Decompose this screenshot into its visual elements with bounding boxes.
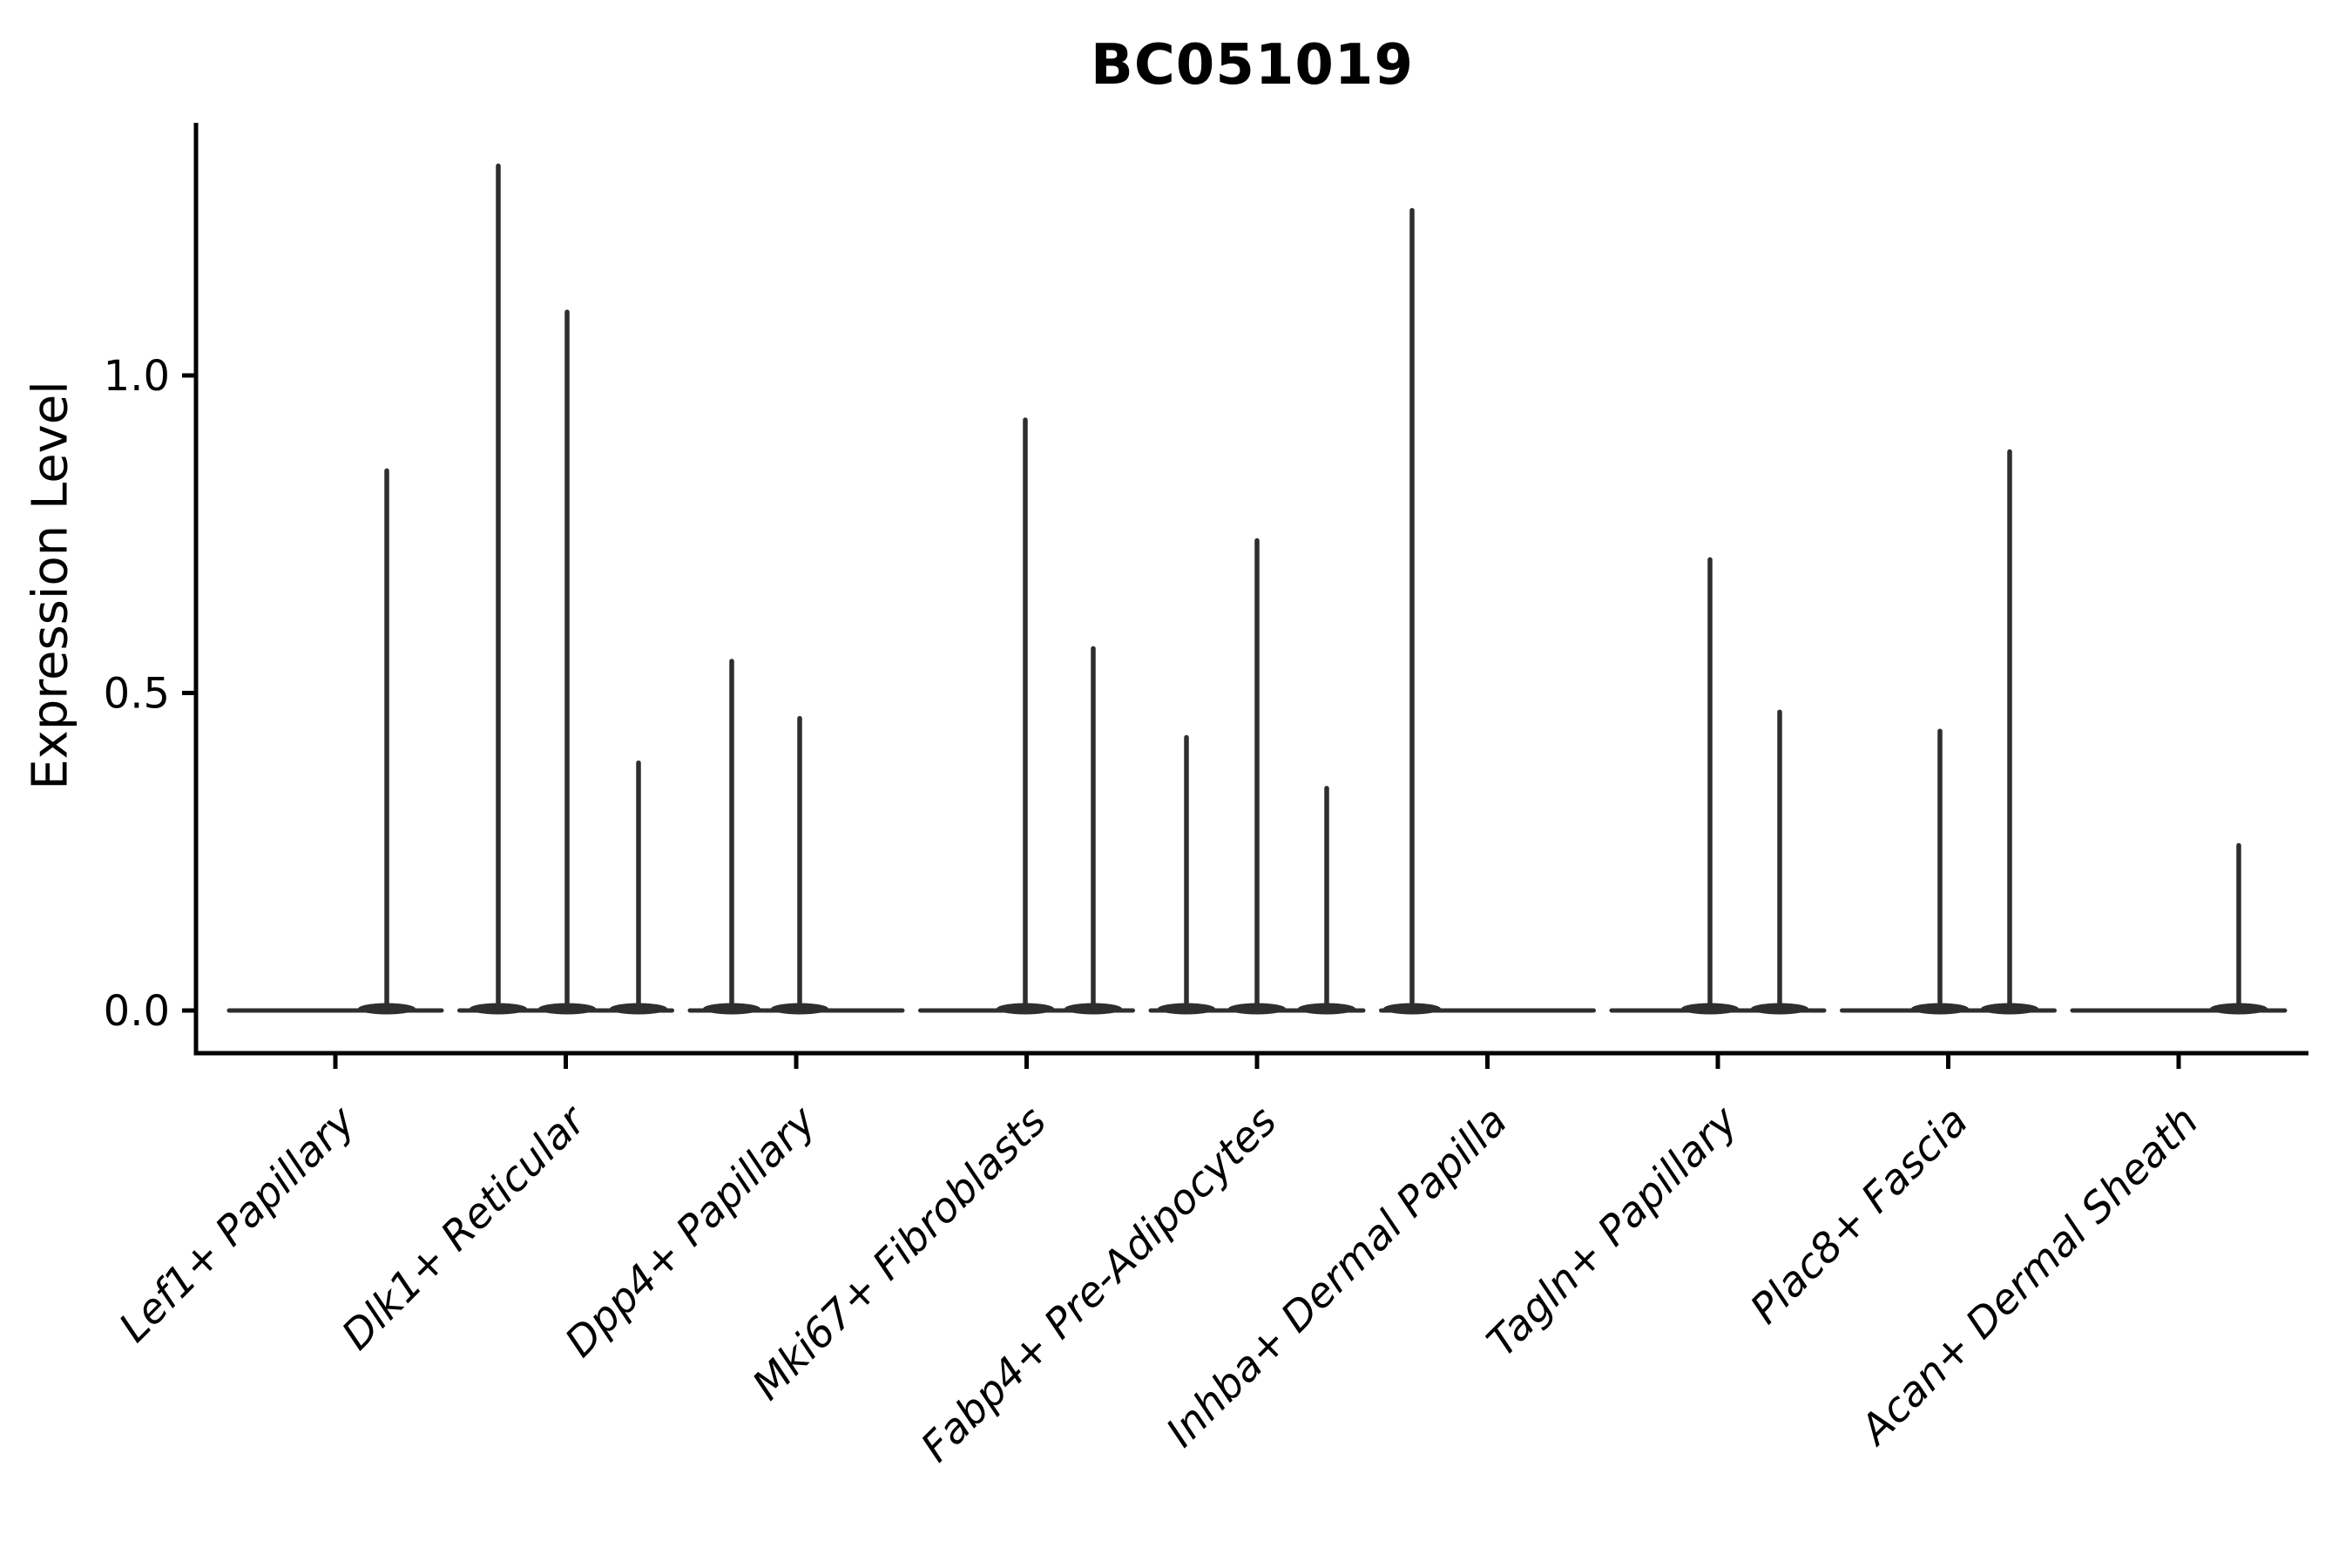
x-tick-label: Dlk1+ Reticular: [333, 1096, 597, 1360]
x-tick-label: Tagln+ Papillary: [1478, 1097, 1748, 1367]
y-tick-label: 0.0: [104, 987, 170, 1036]
y-tick-label: 0.5: [104, 670, 170, 719]
chart-title: BC051019: [1091, 33, 1414, 98]
x-tick-label: Lef1+ Papillary: [110, 1097, 365, 1352]
y-tick-label: 1.0: [104, 352, 170, 401]
x-tick-label: Dpp4+ Papillary: [556, 1097, 826, 1367]
x-tick-label: Plac8+ Fascia: [1741, 1098, 1977, 1334]
